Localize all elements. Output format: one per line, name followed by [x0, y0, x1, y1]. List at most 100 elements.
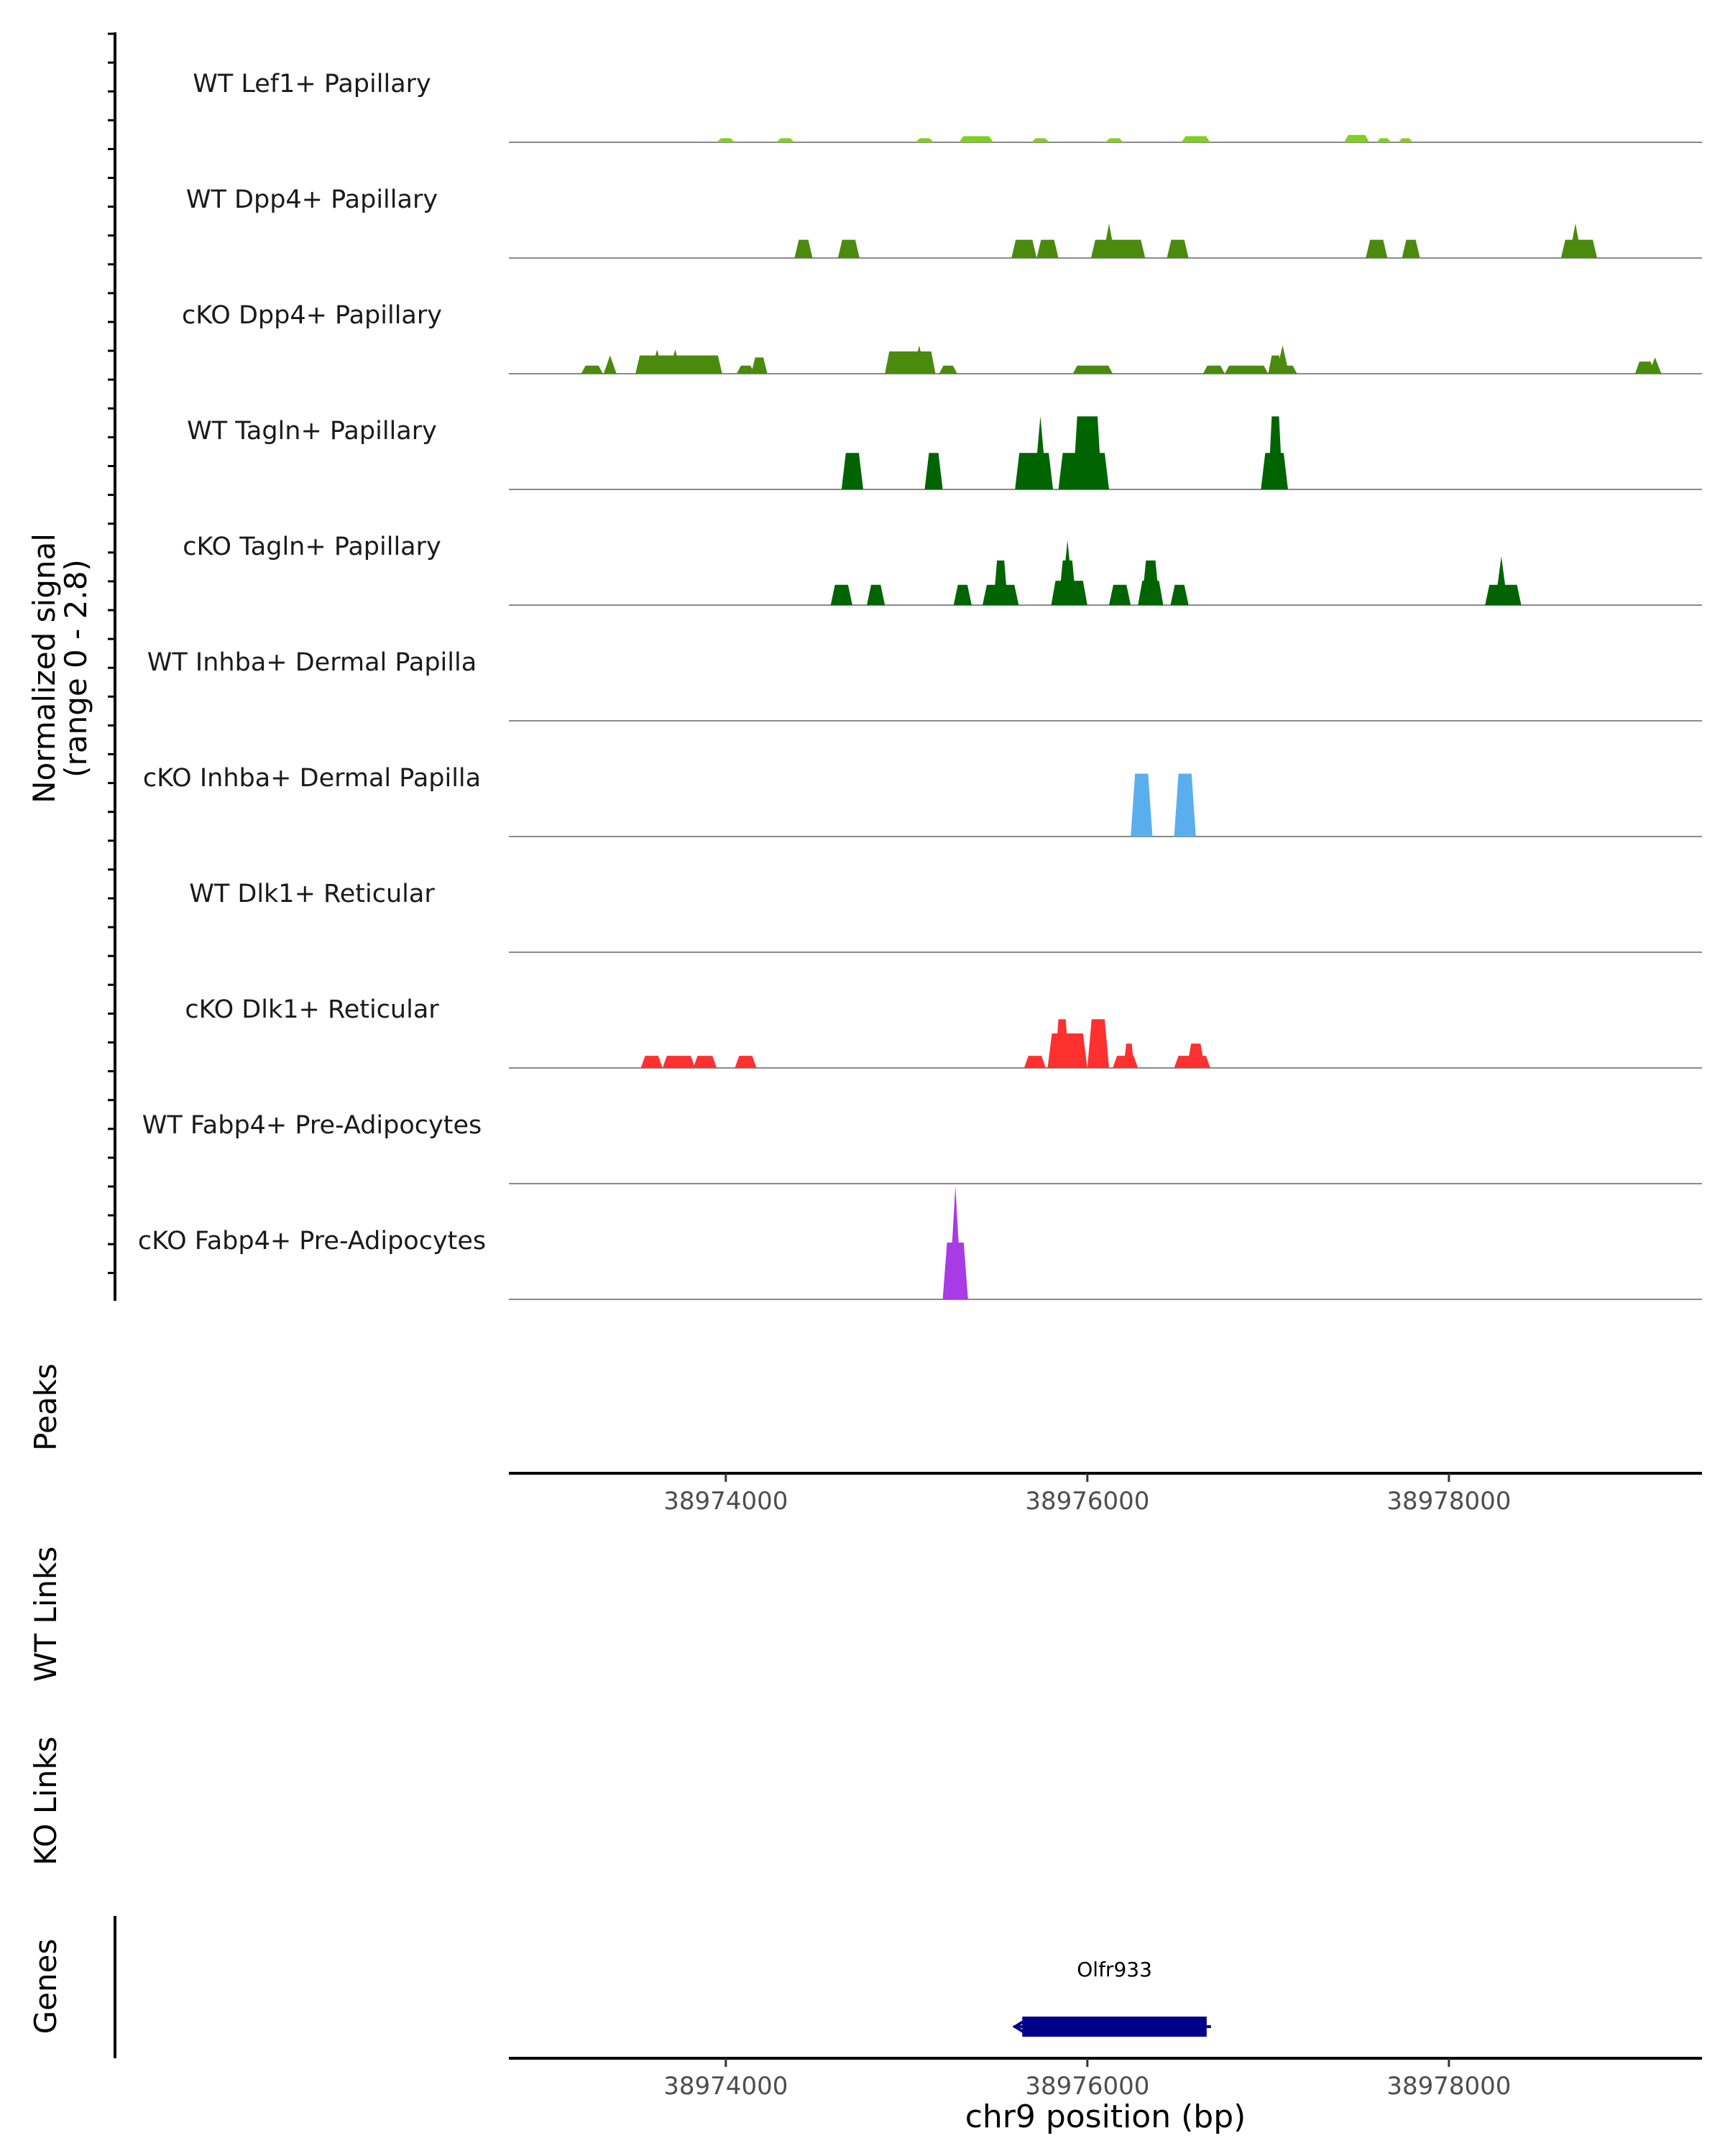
track-3: WT Tagln+ Papillary [187, 416, 1702, 490]
x-tick-label: 38978000 [1386, 2072, 1511, 2101]
track-2: cKO Dpp4+ Papillary [182, 301, 1702, 374]
signal-peak [1402, 239, 1420, 258]
signal-peak [1141, 560, 1160, 605]
ko-links-track-label: KO Links [28, 1736, 63, 1866]
track-4: cKO Tagln+ Papillary [183, 533, 1702, 606]
signal-spike [1568, 224, 1582, 258]
signal-peak [640, 1056, 663, 1068]
signal-spike [1034, 416, 1047, 489]
genes-track-label: Genes [28, 1939, 63, 2035]
signal-peak [1105, 138, 1124, 142]
signal-peak [915, 138, 934, 142]
signal-peak [841, 453, 863, 489]
signal-peak [830, 584, 852, 605]
signal-peak [736, 365, 755, 374]
x-tick-label: 38974000 [663, 2072, 788, 2101]
signal-peak [1015, 453, 1054, 489]
signal-spike [1103, 224, 1116, 258]
signal-peak [1024, 1056, 1046, 1068]
signal-peak [1187, 1044, 1205, 1068]
signal-peak [581, 365, 603, 374]
signal-peak [1072, 416, 1102, 489]
x-tick-label: 38974000 [663, 1487, 788, 1516]
track-label: cKO Fabp4+ Pre-Adipocytes [138, 1227, 486, 1256]
signal-spike [650, 349, 664, 374]
track-label: WT Dlk1+ Reticular [189, 880, 435, 908]
track-5: WT Inhba+ Dermal Papilla [147, 648, 1702, 722]
signal-peak [885, 351, 936, 374]
signal-peak [993, 560, 1008, 605]
signal-peak [924, 453, 943, 489]
signal-peak [1174, 773, 1196, 837]
signal-peak [693, 1056, 717, 1068]
gene-annotations: Olfr933 [1012, 1958, 1211, 2037]
signal-peak [1087, 1019, 1109, 1068]
signal-y-ticks [108, 32, 115, 1274]
signal-spike [1061, 540, 1075, 605]
signal-spike [949, 1186, 962, 1299]
signal-peak [1376, 138, 1392, 142]
signal-peak [1170, 584, 1189, 605]
signal-peak [776, 138, 795, 142]
track-label: WT Inhba+ Dermal Papilla [147, 648, 477, 677]
signal-peak [1090, 239, 1146, 258]
signal-peak [1036, 239, 1059, 258]
y-axis-label-line2: (range 0 - 2.8) [58, 559, 93, 778]
track-8: cKO Dlk1+ Reticular [185, 995, 1702, 1069]
signal-peak [953, 584, 972, 605]
track-label: WT Dpp4+ Papillary [186, 185, 438, 214]
signal-peak [1202, 365, 1225, 374]
signal-peak [1261, 453, 1288, 489]
signal-peak [1366, 239, 1388, 258]
signal-peak [1167, 239, 1189, 258]
signal-peak [662, 1056, 696, 1068]
signal-peak [1344, 134, 1370, 142]
track-6: cKO Inhba+ Dermal Papilla [143, 764, 1702, 837]
signal-peak [939, 365, 957, 374]
signal-tracks: WT Lef1+ Papillary WT Dpp4+ Papillary cKO … [138, 70, 1702, 1300]
track-1: WT Dpp4+ Papillary [186, 185, 1702, 259]
signal-peak [1398, 138, 1413, 142]
x-axis-title: chr9 position (bp) [965, 2099, 1246, 2135]
x-tick-label: 38976000 [1025, 2072, 1149, 2101]
x-tick-label: 38978000 [1386, 1487, 1511, 1516]
signal-peak [1225, 365, 1269, 374]
signal-peak [1031, 138, 1049, 142]
peaks-x-ticks: 38974000 38976000 38978000 [663, 1473, 1511, 1516]
signal-spike [1494, 556, 1508, 605]
genes-x-ticks: 38974000 38976000 38978000 [663, 2058, 1511, 2101]
x-tick-label: 38976000 [1025, 1487, 1149, 1516]
signal-peak [1072, 365, 1113, 374]
track-9: WT Fabp4+ Pre-Adipocytes [142, 1111, 1702, 1184]
gene: Olfr933 [1012, 1958, 1211, 2037]
track-label: WT Fabp4+ Pre-Adipocytes [142, 1111, 482, 1140]
peaks-track-label: Peaks [28, 1363, 63, 1451]
track-label: WT Lef1+ Papillary [193, 70, 431, 98]
signal-peak [1123, 1044, 1135, 1068]
signal-peak [867, 584, 886, 605]
track-label: WT Tagln+ Papillary [187, 417, 437, 446]
track-7: WT Dlk1+ Reticular [189, 880, 1702, 953]
track-10: cKO Fabp4+ Pre-Adipocytes [138, 1186, 1702, 1300]
signal-peak [1011, 239, 1037, 258]
gene-label: Olfr933 [1077, 1958, 1152, 1981]
track-label: cKO Dlk1+ Reticular [185, 995, 439, 1024]
signal-spike [1648, 357, 1662, 374]
signal-peak [837, 239, 860, 258]
gene-strand-arrow [1012, 2018, 1028, 2035]
signal-peak [1054, 1019, 1070, 1068]
signal-spike [668, 349, 682, 374]
signal-peak [1181, 136, 1210, 142]
signal-peak [751, 357, 768, 374]
signal-peak [735, 1056, 757, 1068]
track-label: cKO Inhba+ Dermal Papilla [143, 764, 481, 793]
signal-spike [603, 355, 617, 374]
signal-peak [704, 355, 722, 374]
signal-peak [1109, 584, 1131, 605]
signal-peak [1131, 773, 1153, 837]
signal-peak [794, 239, 813, 258]
signal-spike [912, 345, 926, 374]
y-axis-label-line1: Normalized signal [27, 533, 62, 803]
track-0: WT Lef1+ Papillary [193, 70, 1702, 143]
